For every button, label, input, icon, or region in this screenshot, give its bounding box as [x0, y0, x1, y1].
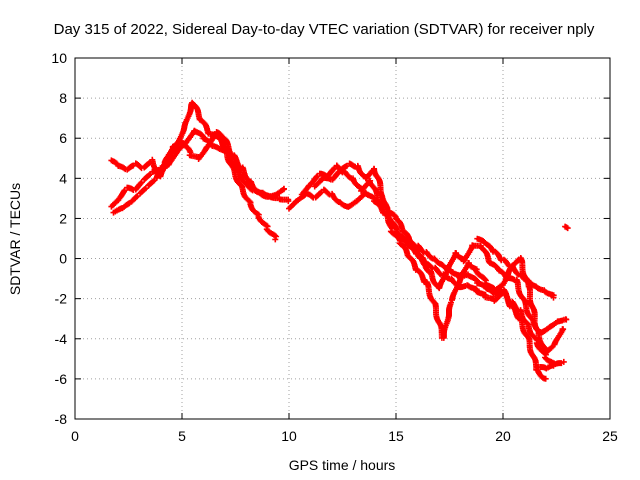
y-tick-label: 10 — [51, 50, 67, 66]
data-point — [560, 358, 567, 365]
data-point — [366, 178, 381, 203]
x-tick-label: 0 — [71, 428, 79, 444]
y-axis-label: SDTVAR / TECUs — [7, 183, 23, 295]
data-point — [526, 284, 540, 333]
data-point — [542, 375, 549, 382]
data-point — [440, 299, 454, 341]
y-tick-label: 8 — [59, 90, 67, 106]
data-point — [473, 268, 489, 284]
data-points — [108, 99, 571, 382]
data-point — [552, 360, 565, 368]
data-point — [500, 289, 513, 310]
data-point — [311, 176, 326, 190]
series-track-g — [397, 235, 549, 382]
data-point — [132, 179, 145, 193]
y-tick-label: 4 — [59, 170, 67, 186]
data-point — [195, 144, 210, 162]
data-point — [550, 294, 557, 301]
data-point — [115, 187, 128, 204]
data-point — [350, 175, 365, 192]
x-axis-label: GPS time / hours — [289, 457, 396, 473]
data-point — [247, 201, 262, 218]
data-point — [128, 193, 141, 205]
data-point — [178, 138, 194, 156]
data-point — [272, 236, 279, 243]
data-point — [285, 198, 292, 205]
data-point — [525, 277, 539, 290]
data-point — [414, 267, 428, 286]
data-point — [371, 165, 385, 199]
y-tick-label: -2 — [55, 291, 68, 307]
data-point — [509, 303, 522, 322]
data-point — [513, 276, 528, 304]
data-point — [535, 326, 550, 354]
data-point — [204, 131, 218, 150]
data-point — [263, 226, 280, 240]
data-point — [280, 186, 287, 193]
data-point — [397, 235, 411, 249]
data-point — [562, 223, 570, 231]
data-point — [338, 162, 350, 173]
data-point — [543, 343, 556, 356]
data-point — [255, 213, 271, 230]
data-point — [286, 198, 300, 212]
data-point — [231, 152, 244, 171]
grid-lines — [75, 58, 610, 419]
series-track-h — [474, 235, 557, 301]
data-point — [298, 182, 313, 198]
x-tick-label: 20 — [495, 428, 511, 444]
y-tick-label: 0 — [59, 251, 67, 267]
data-point — [559, 326, 566, 333]
data-point — [526, 336, 540, 373]
y-tick-label: -4 — [55, 331, 68, 347]
data-point — [145, 177, 158, 189]
data-point — [486, 259, 501, 273]
data-point — [119, 200, 133, 212]
y-tick-label: -8 — [55, 411, 68, 427]
series-track-c — [110, 129, 287, 216]
y-tick-label: 2 — [59, 210, 67, 226]
series-track-a — [108, 99, 280, 243]
data-point — [474, 235, 489, 246]
data-point — [239, 164, 253, 185]
data-point — [477, 244, 492, 265]
x-tick-label: 10 — [281, 428, 297, 444]
data-point — [518, 314, 532, 342]
data-point — [543, 362, 557, 372]
x-tick-label: 15 — [388, 428, 404, 444]
series-track-i — [534, 358, 567, 372]
data-point — [405, 253, 419, 273]
data-point — [392, 215, 406, 235]
axis-ticks: 0 5 10 15 20 25 -8 -6 -4 -2 0 2 4 6 8 10 — [51, 50, 618, 444]
data-point — [563, 316, 570, 323]
data-point — [137, 185, 149, 197]
data-point — [189, 99, 203, 123]
y-tick-label: 6 — [59, 130, 67, 146]
chart-title: Day 315 of 2022, Sidereal Day-to-day VTE… — [54, 21, 595, 38]
data-point — [307, 173, 321, 187]
data-point — [198, 117, 212, 137]
series-isolated — [562, 223, 571, 232]
data-point — [396, 240, 411, 259]
data-point — [312, 189, 325, 201]
data-point — [222, 136, 236, 159]
plot-frame — [74, 57, 611, 420]
data-point — [499, 265, 513, 288]
data-point — [423, 279, 438, 306]
data-point — [141, 171, 154, 183]
data-point — [329, 169, 342, 183]
x-tick-label: 5 — [178, 428, 186, 444]
data-point — [124, 162, 137, 173]
y-tick-label: -6 — [55, 371, 68, 387]
data-point — [379, 194, 395, 232]
series-track-f — [311, 160, 567, 356]
data-point — [235, 166, 249, 187]
x-tick-label: 25 — [602, 428, 618, 444]
data-point — [564, 225, 571, 232]
